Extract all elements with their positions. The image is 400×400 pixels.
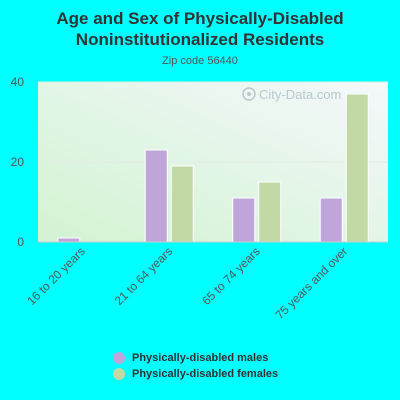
bar-males — [232, 197, 256, 243]
legend-swatch-males — [113, 352, 125, 364]
bar-males — [319, 197, 343, 243]
legend-item-males: Physically-disabled males — [113, 350, 278, 366]
y-axis-ticks: 0 20 40 — [11, 75, 25, 249]
legend-swatch-females — [113, 368, 125, 380]
x-axis-ticks: 16 to 20 years 21 to 64 years 65 to 74 yea… — [24, 244, 350, 322]
bar-females — [345, 93, 369, 243]
y-tick-label: 20 — [11, 155, 25, 169]
legend-item-females: Physically-disabled females — [113, 366, 278, 382]
chart-title: Age and Sex of Physically-Disabled Nonin… — [56, 9, 344, 49]
bar-females — [258, 181, 282, 243]
legend: Physically-disabled males Physically-dis… — [113, 350, 278, 382]
bar-females — [170, 165, 194, 243]
y-tick-label: 0 — [17, 235, 24, 249]
x-tick-label: 16 to 20 years — [24, 244, 88, 308]
bar-males — [57, 237, 81, 243]
bars — [57, 93, 369, 243]
x-tick-label: 65 to 74 years — [199, 244, 263, 308]
legend-label-males: Physically-disabled males — [132, 352, 269, 364]
chart-subtitle: Zip code 56440 — [162, 55, 238, 67]
y-tick-label: 40 — [11, 75, 25, 89]
gridlines — [38, 81, 388, 163]
watermark-text: City-Data.com — [259, 87, 341, 102]
x-tick-label: 75 years and over — [273, 244, 351, 322]
legend-label-females: Physically-disabled females — [132, 368, 279, 380]
bar-males — [144, 149, 168, 243]
watermark: City-Data.com — [242, 87, 341, 102]
x-tick-label: 21 to 64 years — [112, 244, 176, 308]
